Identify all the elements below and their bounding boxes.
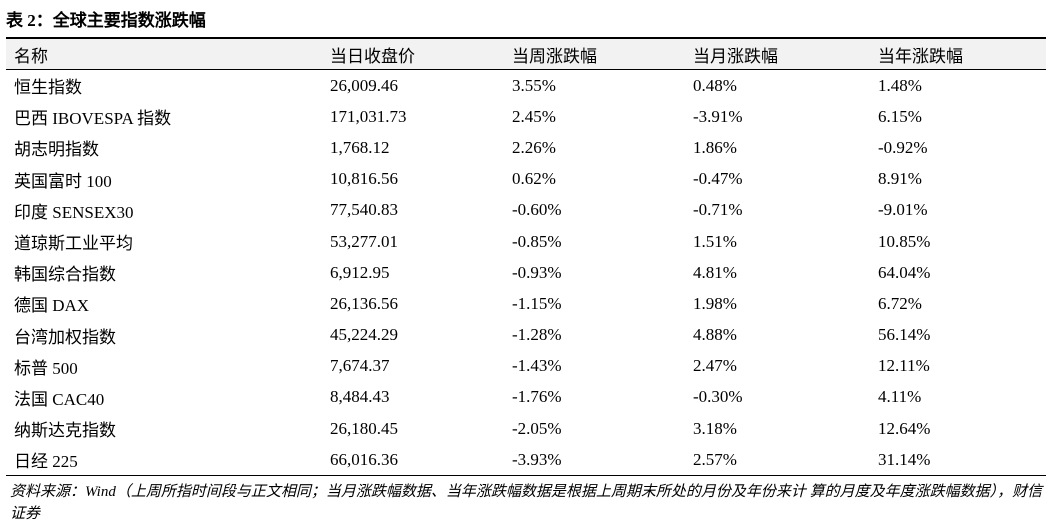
table-cell: 6.72% [878, 293, 922, 313]
table-cell: 道琼斯工业平均 [14, 234, 133, 254]
header-cell: 当年涨跌幅 [878, 46, 963, 66]
table-title: 表 2：全球主要指数涨跌幅 [6, 11, 206, 30]
table-cell: 4.11% [878, 387, 922, 407]
table-cell: 英国富时 100 [14, 171, 112, 191]
table-cell: 6.15% [878, 106, 922, 126]
table-cell: 0.62% [512, 169, 556, 189]
table-body: 恒生指数 26,009.46 3.55% 0.48% 1.48% 巴西 IBOVESPA … [6, 70, 1046, 476]
table-row: 英国富时 100 10,816.56 0.62% -0.47% 8.91% [6, 164, 1046, 195]
table-cell: 德国 DAX [14, 296, 90, 316]
table-row: 德国 DAX 26,136.56 -1.15% 1.98% 6.72% [6, 288, 1046, 319]
table-row: 道琼斯工业平均 53,277.01 -0.85% 1.51% 10.85% [6, 226, 1046, 257]
table-cell: 77,540.83 [330, 200, 398, 220]
table-cell: 4.88% [693, 325, 737, 345]
table-cell: -9.01% [878, 200, 928, 220]
table-cell: 1.86% [693, 137, 737, 157]
table-cell: 3.55% [512, 75, 556, 95]
table-cell: 53,277.01 [330, 231, 398, 251]
table-cell: -0.85% [512, 231, 562, 251]
table-cell: 0.48% [693, 75, 737, 95]
table-cell: 10,816.56 [330, 169, 398, 189]
table-row: 印度 SENSEX30 77,540.83 -0.60% -0.71% -9.01% [6, 195, 1046, 226]
table-cell: 韩国综合指数 [14, 265, 116, 285]
table-cell: 日经 225 [14, 452, 78, 472]
table-row: 标普 500 7,674.37 -1.43% 2.47% 12.11% [6, 351, 1046, 382]
data-table: 名称 当日收盘价 当周涨跌幅 当月涨跌幅 当年涨跌幅 恒生指数 26,009.46 3.55… [6, 37, 1046, 476]
table-cell: 7,674.37 [330, 356, 390, 376]
header-cell: 当周涨跌幅 [512, 46, 597, 66]
table-cell: -0.92% [878, 137, 928, 157]
table-cell: -0.60% [512, 200, 562, 220]
table-cell: 10.85% [878, 231, 931, 251]
table-row: 纳斯达克指数 26,180.45 -2.05% 3.18% 12.64% [6, 413, 1046, 444]
table-cell: -1.76% [512, 387, 562, 407]
table-cell: 纳斯达克指数 [14, 421, 116, 441]
table-cell: -3.93% [512, 449, 562, 469]
table-cell: -1.15% [512, 293, 562, 313]
table-cell: -0.30% [693, 387, 743, 407]
table-cell: 巴西 IBOVESPA 指数 [14, 109, 172, 129]
table-row: 巴西 IBOVESPA 指数 171,031.73 2.45% -3.91% 6.15% [6, 101, 1046, 132]
table-cell: 胡志明指数 [14, 140, 99, 160]
table-cell: -0.93% [512, 262, 562, 282]
table-cell: 1.98% [693, 293, 737, 313]
table-cell: 31.14% [878, 449, 931, 469]
table-cell: -0.71% [693, 200, 743, 220]
table-cell: -1.43% [512, 356, 562, 376]
table-cell: -2.05% [512, 418, 562, 438]
table-cell: 12.11% [878, 356, 930, 376]
table-cell: -3.91% [693, 106, 743, 126]
table-cell: 8.91% [878, 169, 922, 189]
table-row: 胡志明指数 1,768.12 2.26% 1.86% -0.92% [6, 132, 1046, 163]
table-cell: 66,016.36 [330, 449, 398, 469]
table-row: 台湾加权指数 45,224.29 -1.28% 4.88% 56.14% [6, 320, 1046, 351]
table-cell: 171,031.73 [330, 106, 407, 126]
header-cell: 当日收盘价 [330, 46, 415, 66]
table-cell: 2.45% [512, 106, 556, 126]
table-cell: 1.51% [693, 231, 737, 251]
table-cell: 3.18% [693, 418, 737, 438]
table-cell: 法国 CAC40 [14, 389, 105, 409]
table-cell: 64.04% [878, 262, 931, 282]
table-cell: 8,484.43 [330, 387, 390, 407]
table-cell: 26,009.46 [330, 75, 398, 95]
header-row: 名称 当日收盘价 当周涨跌幅 当月涨跌幅 当年涨跌幅 [6, 38, 1046, 70]
table-cell: 标普 500 [14, 358, 78, 378]
table-cell: 恒生指数 [14, 78, 82, 98]
table-cell: 1.48% [878, 75, 922, 95]
table-cell: 4.81% [693, 262, 737, 282]
table-cell: -1.28% [512, 325, 562, 345]
table-cell: -0.47% [693, 169, 743, 189]
table-cell: 2.26% [512, 137, 556, 157]
header-cell: 当月涨跌幅 [693, 46, 778, 66]
table-cell: 6,912.95 [330, 262, 390, 282]
table-row: 恒生指数 26,009.46 3.55% 0.48% 1.48% [6, 70, 1046, 102]
table-row: 韩国综合指数 6,912.95 -0.93% 4.81% 64.04% [6, 257, 1046, 288]
table-cell: 2.47% [693, 356, 737, 376]
table-row: 法国 CAC40 8,484.43 -1.76% -0.30% 4.11% [6, 382, 1046, 413]
table-cell: 2.57% [693, 449, 737, 469]
table-cell: 45,224.29 [330, 325, 398, 345]
table-cell: 26,180.45 [330, 418, 398, 438]
table-cell: 印度 SENSEX30 [14, 202, 134, 222]
table-cell: 26,136.56 [330, 293, 398, 313]
table-cell: 12.64% [878, 418, 931, 438]
table-row: 日经 225 66,016.36 -3.93% 2.57% 31.14% [6, 444, 1046, 476]
table-cell: 台湾加权指数 [14, 327, 116, 347]
source-note: 资料来源：Wind（上周所指时间段与正文相同；当月涨跌幅数据、当年涨跌幅数据是根… [10, 484, 1043, 522]
header-cell: 名称 [14, 46, 48, 66]
table-cell: 56.14% [878, 325, 931, 345]
table-cell: 1,768.12 [330, 137, 390, 157]
